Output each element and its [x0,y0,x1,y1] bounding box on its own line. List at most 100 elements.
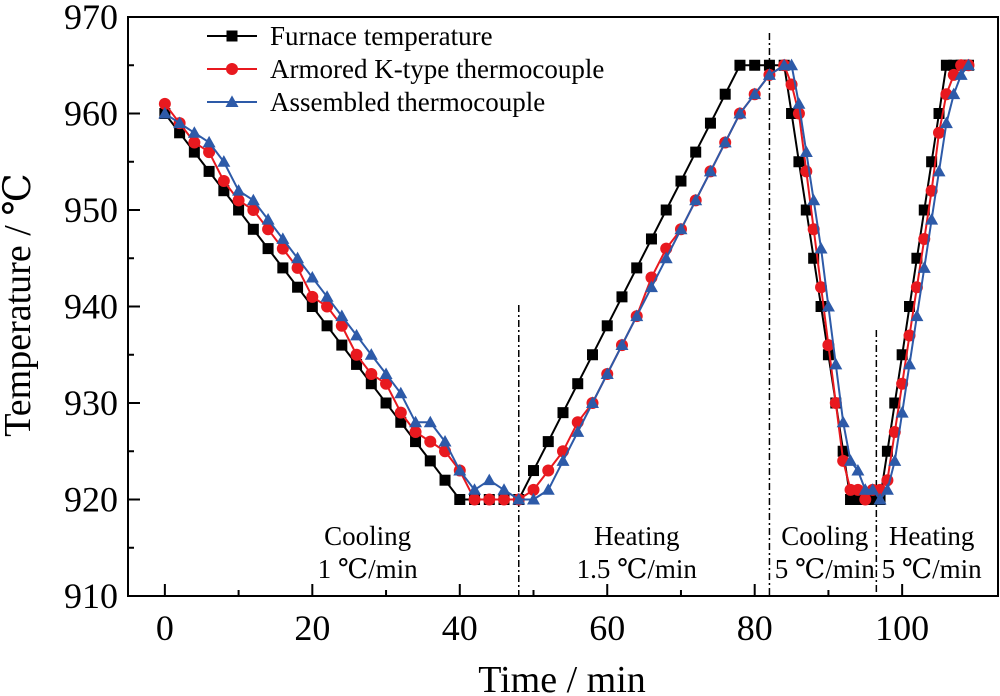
data-point [350,348,363,361]
data-point [792,107,805,120]
phase-label-rate: 5 ℃/min [775,554,875,584]
data-point [218,185,230,197]
series-layer [158,58,976,506]
data-point [336,339,348,351]
data-point [718,135,732,148]
legend-marker [225,95,239,107]
data-point [792,97,806,109]
series-square [159,59,975,505]
data-point [852,494,864,505]
data-point [351,358,363,370]
data-point [881,445,893,457]
data-point [807,193,821,206]
data-point [320,290,334,302]
phase-dividers [518,33,878,596]
data-point [880,483,894,495]
data-point [423,415,437,428]
data-point [889,397,901,409]
data-point [940,59,952,71]
series-circle [158,59,975,506]
data-point [933,126,946,139]
data-point [364,348,378,360]
y-tick-label: 960 [64,94,118,134]
data-point [379,367,393,379]
phase-label-title: Cooling [781,521,868,551]
data-point [394,386,408,399]
data-point [247,223,259,235]
data-point [917,261,931,273]
data-point [424,455,436,467]
legend-marker [226,63,238,75]
data-point [793,156,805,168]
data-point [261,213,275,225]
series-line [164,64,970,502]
data-point [866,483,880,495]
data-point [763,59,775,71]
data-point [306,301,318,312]
legend-item: Assembled thermocouple [207,87,545,117]
data-point [689,193,703,206]
data-point [482,473,496,486]
phase-label-rate: 1.5 ℃/min [577,554,698,584]
phase-label-title: Heating [889,521,974,551]
data-point [512,492,526,505]
data-point [232,184,246,196]
data-point [660,204,672,216]
data-point [903,357,917,370]
data-point [380,397,392,409]
data-point [557,407,569,419]
data-point [203,165,215,177]
data-point [704,117,716,129]
legend-marker [226,30,238,42]
data-point [306,290,319,303]
data-point [247,204,260,216]
data-point [409,425,422,438]
data-point [541,483,555,495]
data-point [276,232,290,244]
axes: 0 20 40 60 80 100 910 920 930 940 950 960 970 [64,0,999,648]
data-point [410,436,422,448]
legend-label: Assembled thermocouple [270,87,545,117]
x-tick-label: 40 [442,608,478,648]
data-point [203,146,216,159]
phase-label-title: Heating [594,521,679,551]
x-tick-label: 100 [875,608,929,648]
data-point [954,68,968,80]
data-point [217,155,231,167]
data-point [276,242,289,255]
data-point [659,251,673,264]
data-point [174,127,186,139]
x-axis-label: Time / min [478,659,646,696]
data-point [851,463,865,476]
data-point [749,59,761,71]
data-point [918,204,930,216]
data-point [542,464,555,477]
data-point [815,301,827,312]
data-point [844,454,858,466]
data-point [814,242,828,254]
data-point [867,494,879,505]
data-point [246,193,260,206]
data-point [888,454,902,466]
data-point [616,291,628,303]
data-point [277,262,289,274]
data-point [904,301,916,312]
data-point [233,204,245,216]
data-point [187,126,201,138]
data-point [645,233,657,245]
data-point [439,474,451,486]
y-tick-label: 910 [64,576,118,616]
x-tick-label: 20 [294,608,330,648]
data-point [644,280,658,293]
data-point [262,243,274,255]
legend-label: Armored K-type thermocouple [270,54,604,84]
data-point [556,454,570,466]
data-point [409,415,423,428]
legend-item: Armored K-type thermocouple [207,54,604,84]
data-point [262,223,275,236]
data-point [202,135,216,148]
data-point [572,378,584,390]
data-point [785,58,799,71]
